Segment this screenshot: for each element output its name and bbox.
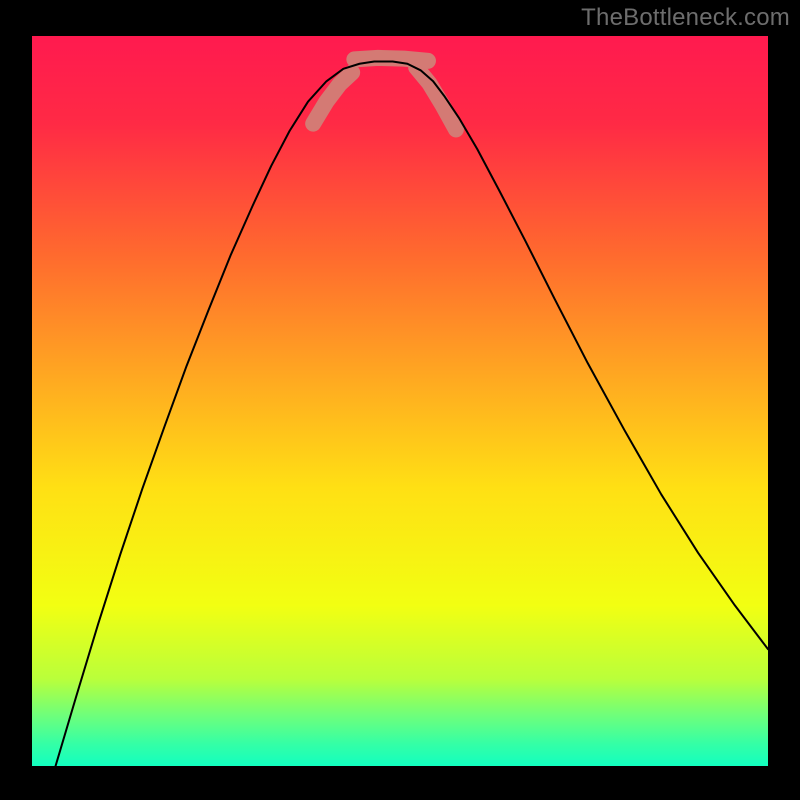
chart-frame: TheBottleneck.com [0, 0, 800, 800]
gradient-background [32, 36, 768, 766]
bottleneck-curve-chart [32, 36, 768, 766]
watermark-text: TheBottleneck.com [581, 4, 790, 32]
plot-area [32, 36, 768, 766]
